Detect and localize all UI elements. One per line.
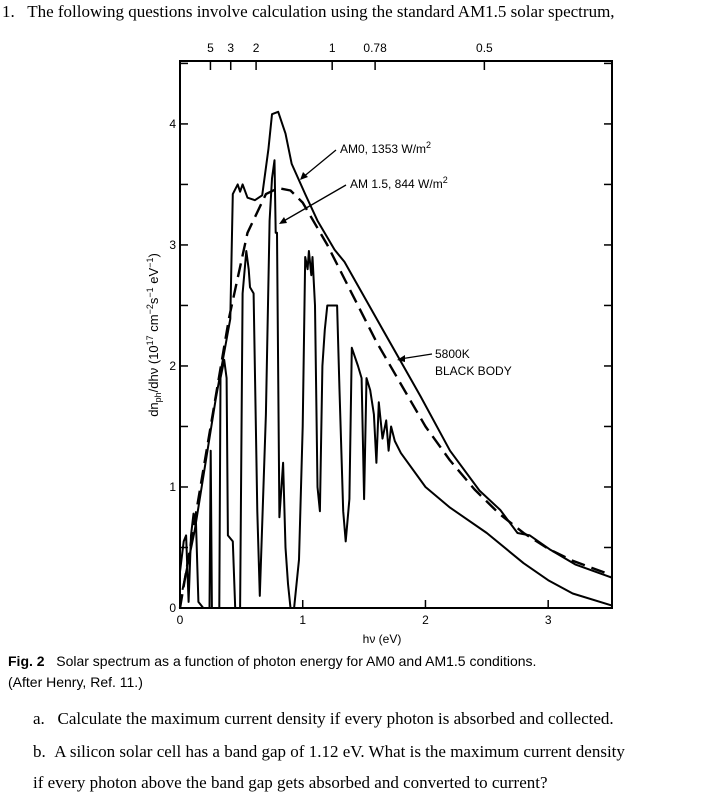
part-b-label: b.: [33, 742, 46, 761]
svg-text:AM0, 1353 W/m2: AM0, 1353 W/m2: [340, 140, 431, 156]
x-tick-label: 3: [545, 613, 552, 627]
x-tick-label: 2: [422, 613, 429, 627]
figure-caption: Fig. 2 Solar spectrum as a function of p…: [8, 653, 536, 669]
top-tick-label: 0.78: [363, 41, 387, 55]
x-tick-label: 1: [299, 613, 306, 627]
x-tick-label: 0: [177, 613, 184, 627]
part-a-text: Calculate the maximum current density if…: [57, 709, 614, 728]
annotation-am0: AM0, 1353 W/m2: [300, 140, 431, 180]
arrow-blackbody: [399, 353, 433, 360]
caption-line2: (After Henry, Ref. 11.): [8, 674, 143, 690]
top-tick-label: 1: [329, 41, 336, 55]
series-am0-line: [181, 110, 613, 591]
y-tick-label: 2: [169, 359, 176, 373]
y-tick-label: 1: [169, 480, 176, 494]
part-b: b. A silicon solar cell has a band gap o…: [33, 742, 625, 762]
top-tick-label: 0.5: [476, 41, 493, 55]
plot-frame: [179, 60, 613, 609]
part-a-label: a.: [33, 709, 45, 728]
series-am15-line: [179, 159, 613, 609]
part-b-text: A silicon solar cell has a band gap of 1…: [54, 742, 625, 761]
x-axis-label: hν (eV): [363, 632, 402, 646]
caption-text: Solar spectrum as a function of photon e…: [56, 653, 537, 669]
question-1: 1. The following questions involve calcu…: [2, 2, 615, 22]
svg-text:5800K: 5800K: [435, 347, 470, 361]
svg-text:BLACK BODY: BLACK BODY: [435, 364, 512, 378]
y-tick-label: 4: [169, 117, 176, 131]
question-text: The following questions involve calculat…: [27, 2, 615, 21]
part-b-continued: if every photon above the band gap gets …: [33, 773, 548, 792]
y-tick-label: 0: [169, 601, 176, 615]
top-tick-label: 2: [253, 41, 260, 55]
arrow-am15: [281, 184, 347, 223]
part-a: a. Calculate the maximum current density…: [33, 709, 614, 729]
arrow-am0: [301, 149, 337, 179]
top-tick-label: 5: [207, 41, 214, 55]
y-tick-label: 3: [169, 238, 176, 252]
series-blackbody-line: [178, 186, 613, 609]
top-tick-label: 3: [227, 41, 234, 55]
question-number: 1.: [2, 2, 15, 21]
annotation-am15: AM 1.5, 844 W/m2: [279, 175, 448, 224]
series-group: [178, 110, 613, 609]
y-axis-label: dnph/dhν (1017 cm−2s−1 eV−1): [145, 253, 163, 417]
caption-label: Fig. 2: [8, 653, 45, 669]
svg-text:AM 1.5, 844 W/m2: AM 1.5, 844 W/m2: [350, 175, 448, 191]
annotation-blackbody: 5800K BLACK BODY: [397, 347, 512, 378]
